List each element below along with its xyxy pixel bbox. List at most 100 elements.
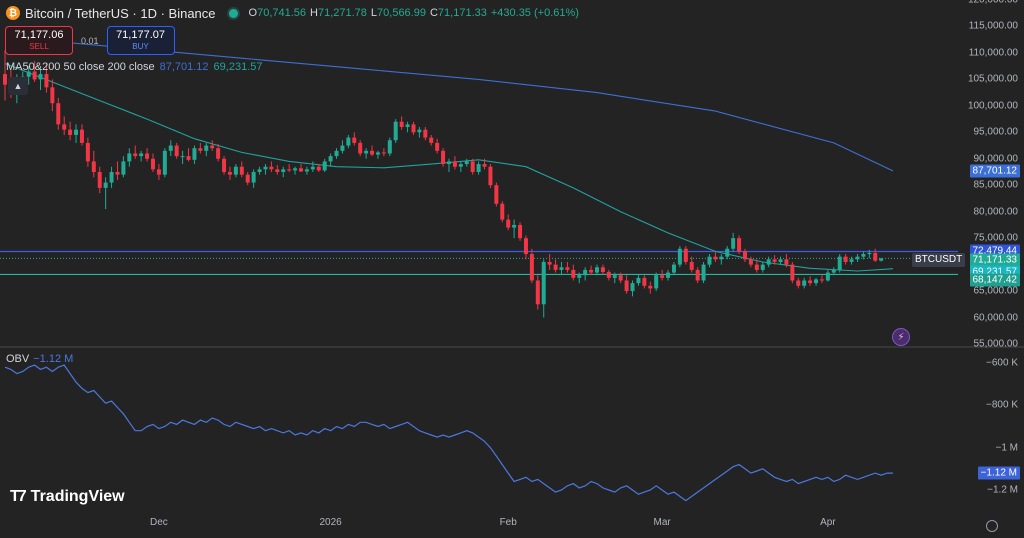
candle <box>666 269 671 281</box>
candle <box>233 164 238 178</box>
candle-body <box>411 124 416 133</box>
candle <box>766 256 771 268</box>
candle-body <box>44 74 49 88</box>
price-tick-label: 65,000.00 <box>973 285 1019 297</box>
candle <box>535 275 540 310</box>
candle <box>595 264 599 276</box>
candle <box>435 138 440 154</box>
sell-label: SELL <box>29 41 49 51</box>
candle <box>216 143 221 162</box>
price-tick-label: 55,000.00 <box>973 338 1019 350</box>
candle <box>139 150 144 162</box>
candle-body <box>707 256 712 265</box>
candle <box>417 127 422 138</box>
candle <box>589 265 594 276</box>
candle-body <box>346 137 351 146</box>
candle-body <box>3 74 7 85</box>
candle <box>654 272 659 292</box>
obv-legend[interactable]: OBV −1.12 M <box>6 353 73 365</box>
candle <box>447 158 451 172</box>
tradingview-logo: T7 TradingView <box>10 488 125 506</box>
candle-body <box>713 256 718 260</box>
candle <box>50 79 55 112</box>
candle-body <box>198 148 203 151</box>
candle <box>748 256 753 268</box>
candle <box>127 148 132 167</box>
candle <box>346 134 351 149</box>
candle-body <box>352 137 357 143</box>
candle-body <box>855 256 860 260</box>
candle-body <box>618 275 623 281</box>
candle-body <box>399 121 404 128</box>
candle <box>121 156 126 178</box>
candle-body <box>559 267 564 270</box>
change-value: +430.35 (+0.61%) <box>490 7 579 19</box>
candle-body <box>38 74 43 80</box>
candle-body <box>441 150 446 165</box>
candle-body <box>381 152 386 154</box>
candle-body <box>121 161 126 175</box>
candle-body <box>452 161 457 167</box>
candle <box>198 142 203 154</box>
candle <box>541 259 546 318</box>
candle-body <box>109 172 114 183</box>
high-value: H71,271.78 <box>310 7 367 19</box>
candle <box>713 251 718 262</box>
candle-body <box>263 166 268 170</box>
collapse-legend-button[interactable]: ▲ <box>8 77 28 95</box>
candle-body <box>458 164 463 167</box>
ma-legend[interactable]: MA50&200 50 close 200 close 87,701.12 69… <box>6 61 262 73</box>
buy-button[interactable]: 71,177.07 BUY <box>106 26 175 55</box>
candle <box>790 261 795 284</box>
obv-name: OBV <box>6 353 30 365</box>
settings-gear-icon[interactable] <box>986 520 998 532</box>
candle-body <box>328 156 333 162</box>
candle-body <box>689 261 694 270</box>
lightning-icon[interactable]: ⚡ <box>892 328 910 346</box>
sell-button[interactable]: 71,177.06 SELL <box>5 26 73 55</box>
candle-body <box>62 124 67 130</box>
symbol-line-label[interactable]: BTCUSDT <box>912 253 966 267</box>
candle <box>819 275 824 284</box>
candle <box>180 150 185 165</box>
symbol-title[interactable]: Bitcoin / TetherUS · 1D · Binance <box>25 5 216 21</box>
candle <box>204 142 209 157</box>
time-tick-label: Feb <box>499 517 517 528</box>
candle <box>482 158 487 170</box>
candle-body <box>358 142 363 154</box>
candle <box>334 148 339 159</box>
spread-value: 0.01 <box>81 35 99 46</box>
candle <box>74 124 79 143</box>
candle <box>79 124 84 146</box>
candle-body <box>754 264 759 270</box>
candle-body <box>506 219 511 228</box>
candle <box>837 254 842 273</box>
price-tick-label: 110,000.00 <box>968 47 1018 59</box>
candle-body <box>334 150 339 157</box>
candle-body <box>772 259 777 262</box>
candle <box>275 165 280 175</box>
candle-body <box>470 161 475 172</box>
candle-body <box>630 283 635 292</box>
candle-body <box>553 264 558 270</box>
candle-body <box>464 161 469 165</box>
candle <box>529 248 534 284</box>
candle <box>399 116 404 130</box>
time-tick-label: Apr <box>820 517 836 528</box>
candle-body <box>299 168 303 172</box>
candle <box>115 161 120 180</box>
candle-body <box>151 158 155 170</box>
candle <box>85 137 90 167</box>
candle-body <box>103 182 108 188</box>
candle-body <box>180 156 185 158</box>
candle <box>719 254 724 265</box>
ma-legend-name: MA50&200 50 close 200 close <box>6 61 155 73</box>
candle <box>133 145 138 159</box>
obv-tick-label: −800 K <box>986 399 1018 411</box>
ma-line-200 <box>4 36 894 172</box>
time-tick-label: Mar <box>653 517 671 528</box>
candle-body <box>50 87 55 104</box>
candle <box>239 161 244 178</box>
candle-body <box>316 166 321 171</box>
